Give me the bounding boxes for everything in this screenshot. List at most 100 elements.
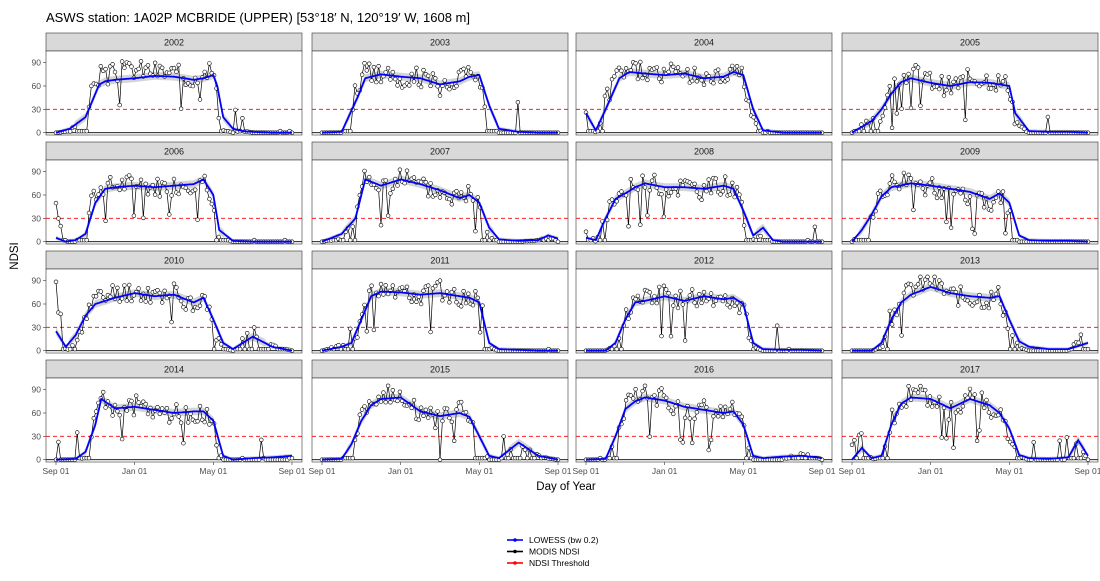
ndsi-point: [984, 300, 989, 306]
ndsi-point: [145, 63, 151, 68]
ndsi-point: [704, 189, 709, 194]
ndsi-point: [944, 436, 949, 441]
ndsi-point: [93, 294, 99, 299]
ndsi-point: [378, 281, 384, 287]
ndsi-point: [663, 187, 669, 192]
ndsi-point: [652, 172, 657, 178]
ndsi-point: [409, 299, 414, 304]
ndsi-point: [659, 333, 664, 339]
ndsi-point: [640, 75, 645, 81]
chart-title: ASWS station: 1A02P MCBRIDE (UPPER) [53°…: [46, 10, 470, 25]
ndsi-point: [701, 398, 707, 403]
ndsi-point: [711, 303, 716, 308]
ndsi-point: [362, 60, 367, 66]
ndsi-point: [937, 86, 942, 92]
ndsi-point: [209, 201, 215, 207]
ndsi-point: [915, 65, 921, 70]
ndsi-point: [437, 457, 443, 462]
ndsi-point: [428, 181, 433, 186]
ndsi-point: [901, 170, 907, 176]
ndsi-point: [991, 297, 996, 302]
ndsi-point: [986, 305, 992, 311]
ndsi-point: [626, 224, 631, 229]
ndsi-point: [925, 274, 930, 279]
x-tick-label: May 01: [465, 466, 493, 476]
lowess-ribbon: [322, 175, 558, 244]
ndsi-point: [459, 190, 464, 195]
legend-key-point: [513, 549, 517, 554]
ndsi-point: [892, 179, 897, 185]
ndsi-point: [680, 302, 685, 307]
ndsi-point: [974, 438, 980, 443]
ndsi-point: [433, 192, 438, 198]
ndsi-point: [411, 175, 417, 180]
ndsi-point: [711, 414, 716, 419]
ndsi-point: [230, 130, 236, 135]
ndsi-point: [160, 406, 165, 411]
ndsi-point: [722, 174, 728, 179]
ndsi-point: [609, 197, 615, 202]
ndsi-point: [812, 224, 818, 230]
facet-panels: 2002 0 30 60 90 2003 2004 2005 2006 0 30 60 90 2007 20…: [32, 32, 1100, 476]
ndsi-point: [1078, 455, 1084, 461]
ndsi-point: [1010, 333, 1015, 338]
ndsi-point: [958, 191, 963, 196]
y-tick-label: 0: [36, 128, 41, 138]
ndsi-point: [119, 59, 125, 64]
ndsi-point: [965, 67, 970, 72]
ndsi-point: [426, 73, 431, 79]
ndsi-point: [984, 73, 989, 78]
ndsi-point: [1005, 326, 1010, 331]
ndsi-point: [532, 455, 537, 461]
ndsi-point: [378, 223, 384, 228]
x-tick-label: Sep 01: [573, 466, 600, 476]
y-tick-label: 90: [32, 276, 42, 286]
ndsi-point: [878, 188, 883, 194]
ndsi-point: [906, 384, 911, 389]
ndsi-point: [970, 226, 975, 232]
y-tick-label: 30: [32, 213, 42, 223]
ndsi-point: [183, 307, 189, 312]
ndsi-point: [56, 216, 61, 221]
ndsi-point: [711, 80, 716, 86]
ndsi-point: [965, 201, 970, 207]
panel-2007: 2007: [311, 141, 569, 245]
ndsi-point: [1076, 340, 1081, 345]
ndsi-point: [946, 75, 951, 80]
ndsi-point: [628, 393, 633, 398]
ndsi-point: [129, 176, 134, 181]
ndsi-point: [204, 187, 210, 193]
ndsi-point: [944, 87, 949, 93]
ndsi-point: [67, 346, 73, 352]
ndsi-point: [355, 335, 360, 340]
ndsi-point: [734, 63, 740, 69]
lowess-line: [55, 292, 293, 352]
ndsi-point: [1078, 332, 1084, 337]
ndsi-point: [86, 455, 92, 461]
ndsi-point: [981, 305, 987, 310]
ndsi-point: [138, 59, 144, 64]
ndsi-point: [242, 346, 248, 352]
ndsi-point: [475, 195, 480, 200]
ndsi-point: [633, 61, 638, 66]
strip-label: 2011: [430, 256, 449, 266]
ndsi-point: [190, 308, 196, 313]
ndsi-point: [72, 346, 78, 352]
ndsi-point: [404, 168, 410, 173]
ndsi-point: [240, 336, 245, 341]
ndsi-point: [958, 410, 963, 415]
y-tick-label: 60: [32, 190, 42, 200]
ndsi-point: [675, 399, 681, 404]
ndsi-point: [376, 187, 381, 193]
y-tick-label: 60: [32, 81, 42, 91]
plot-area: [575, 377, 833, 463]
ndsi-point: [202, 419, 207, 425]
ndsi-point: [362, 168, 367, 174]
ndsi-point: [948, 225, 954, 230]
ndsi-point: [105, 81, 111, 87]
ndsi-point: [376, 293, 381, 299]
ndsi-point: [663, 287, 669, 292]
ndsi-point: [233, 107, 238, 113]
ndsi-point: [105, 180, 111, 186]
ndsi-point: [164, 406, 170, 411]
